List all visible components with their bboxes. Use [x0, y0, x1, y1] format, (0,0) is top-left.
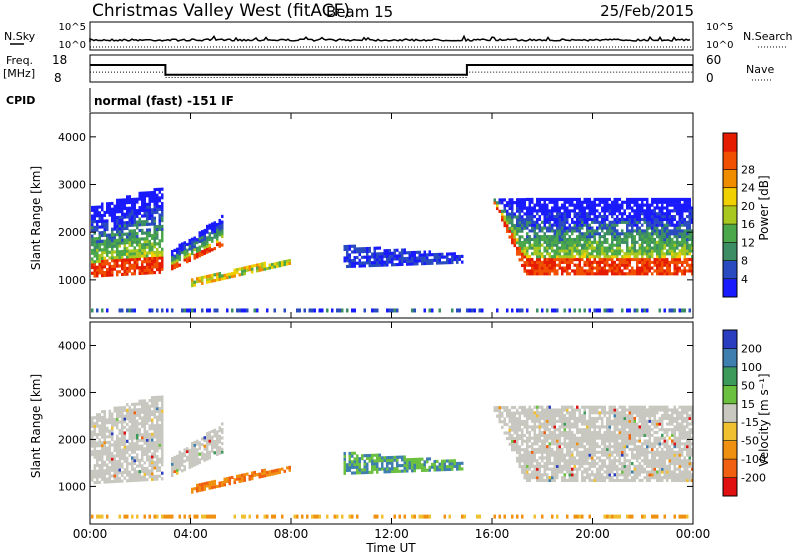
velocity-heatmap-cells	[91, 395, 694, 519]
colorbar-tick-label: -100	[741, 453, 766, 466]
power-colorbar-label: Power [dB]	[757, 175, 771, 240]
nsky-tick-top: 10^5	[59, 22, 86, 33]
x-tick-label: 20:00	[575, 527, 610, 541]
colorbar-tick-label: 28	[741, 163, 755, 176]
y-tick-label: 4000	[58, 131, 86, 144]
freq-label: Freq.	[6, 54, 33, 67]
velocity-y-ticks: 1000 2000 3000 4000	[58, 339, 693, 493]
nave-tick-top: 60	[706, 53, 721, 67]
colorbar-tick-label: 100	[741, 361, 762, 374]
nave-series-line	[90, 71, 693, 78]
power-y-ticks: 1000 2000 3000 4000	[58, 131, 693, 287]
nave-tick-bottom: 0	[706, 71, 714, 85]
nsky-tick-bottom: 10^0	[59, 40, 86, 51]
nsky-label: N.Sky	[4, 30, 36, 43]
colorbar-tick-label: 12	[741, 236, 755, 249]
nsearch-tick-top: 10^5	[706, 22, 733, 33]
cpid-label: CPID	[6, 94, 35, 107]
beam-title: Beam 15	[326, 3, 393, 21]
velocity-y-label: Slant Range [km]	[29, 374, 43, 478]
x-tick-label: 04:00	[173, 527, 208, 541]
nsky-series-line	[89, 34, 693, 48]
x-tick-label: 08:00	[274, 527, 309, 541]
nave-label: Nave	[746, 63, 774, 76]
velocity-colorbar-label: Velocity [m s⁻¹]	[757, 373, 771, 466]
colorbar-tick-label: 200	[741, 342, 762, 355]
nsearch-label: N.Search	[743, 30, 793, 43]
cpid-text: normal (fast) -151 IF	[94, 94, 234, 108]
date-title: 25/Feb/2015	[600, 2, 694, 20]
colorbar-tick-label: 15	[741, 398, 755, 411]
colorbar-tick-label: 24	[741, 182, 755, 195]
freq-panel-frame	[89, 54, 694, 83]
colorbar-tick-label: 8	[741, 255, 748, 268]
x-tick-label: 00:00	[676, 527, 711, 541]
freq-tick-top: 18	[52, 53, 67, 67]
power-heatmap-cells	[91, 187, 694, 313]
power-colorbar: 4 8 12 16 20 24 28	[722, 132, 755, 298]
y-tick-label: 2000	[58, 433, 86, 446]
colorbar-tick-label: -50	[741, 435, 759, 448]
x-tick-label: 12:00	[374, 527, 409, 541]
y-tick-label: 3000	[58, 386, 86, 399]
velocity-colorbar: -200 -100 -50 -15 15 50 100 200	[722, 329, 766, 497]
x-axis-label: Time UT	[365, 541, 416, 554]
colorbar-tick-label: 4	[741, 273, 748, 286]
y-tick-label: 2000	[58, 226, 86, 239]
station-title: Christmas Valley West (fitACF)	[92, 1, 350, 21]
freq-unit: [MHz]	[3, 67, 35, 80]
y-tick-label: 3000	[58, 179, 86, 192]
power-y-label: Slant Range [km]	[29, 166, 43, 270]
colorbar-tick-label: 20	[741, 200, 755, 213]
colorbar-tick-label: 16	[741, 218, 755, 231]
x-tick-label: 00:00	[73, 527, 108, 541]
y-tick-label: 4000	[58, 339, 86, 352]
y-tick-label: 1000	[58, 480, 86, 493]
x-axis-ticks: 00:00 04:00 08:00 12:00 16:00 20:00 00:00	[73, 113, 711, 541]
freq-tick-bottom: 8	[54, 71, 62, 85]
colorbar-tick-label: -200	[741, 472, 766, 485]
nsky-panel-frame	[89, 21, 694, 51]
nsearch-tick-bottom: 10^0	[706, 40, 733, 51]
y-tick-label: 1000	[58, 274, 86, 287]
colorbar-tick-label: 50	[741, 379, 755, 392]
colorbar-tick-label: -15	[741, 416, 759, 429]
frequency-series-line	[90, 64, 693, 76]
x-tick-label: 16:00	[475, 527, 510, 541]
